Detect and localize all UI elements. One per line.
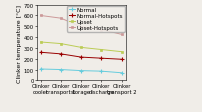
Normal-Hotspots bbox=[59, 54, 62, 55]
Normal bbox=[120, 72, 122, 74]
Upset bbox=[39, 42, 42, 43]
Normal bbox=[100, 71, 102, 72]
Normal bbox=[59, 69, 62, 71]
Upset-Hotspots bbox=[120, 34, 122, 36]
Upset bbox=[100, 49, 102, 51]
Legend: Normal, Normal-Hotspots, Upset, Upset-Hotspots: Normal, Normal-Hotspots, Upset, Upset-Ho… bbox=[67, 7, 124, 32]
Y-axis label: Clinker temperature [°C]: Clinker temperature [°C] bbox=[17, 4, 21, 82]
Line: Normal: Normal bbox=[39, 68, 123, 75]
Upset bbox=[59, 44, 62, 45]
Line: Upset: Upset bbox=[39, 41, 122, 53]
Upset bbox=[80, 47, 82, 49]
Upset-Hotspots bbox=[39, 16, 42, 17]
Normal bbox=[80, 70, 82, 72]
Normal-Hotspots bbox=[100, 58, 102, 59]
Upset-Hotspots bbox=[59, 18, 62, 20]
Normal-Hotspots bbox=[80, 57, 82, 58]
Normal-Hotspots bbox=[39, 52, 42, 53]
Normal bbox=[39, 69, 42, 70]
Upset-Hotspots bbox=[80, 27, 82, 28]
Upset-Hotspots bbox=[100, 30, 102, 31]
Upset bbox=[120, 52, 122, 53]
Normal-Hotspots bbox=[120, 59, 122, 60]
Line: Upset-Hotspots: Upset-Hotspots bbox=[39, 15, 122, 36]
Line: Normal-Hotspots: Normal-Hotspots bbox=[39, 51, 123, 61]
